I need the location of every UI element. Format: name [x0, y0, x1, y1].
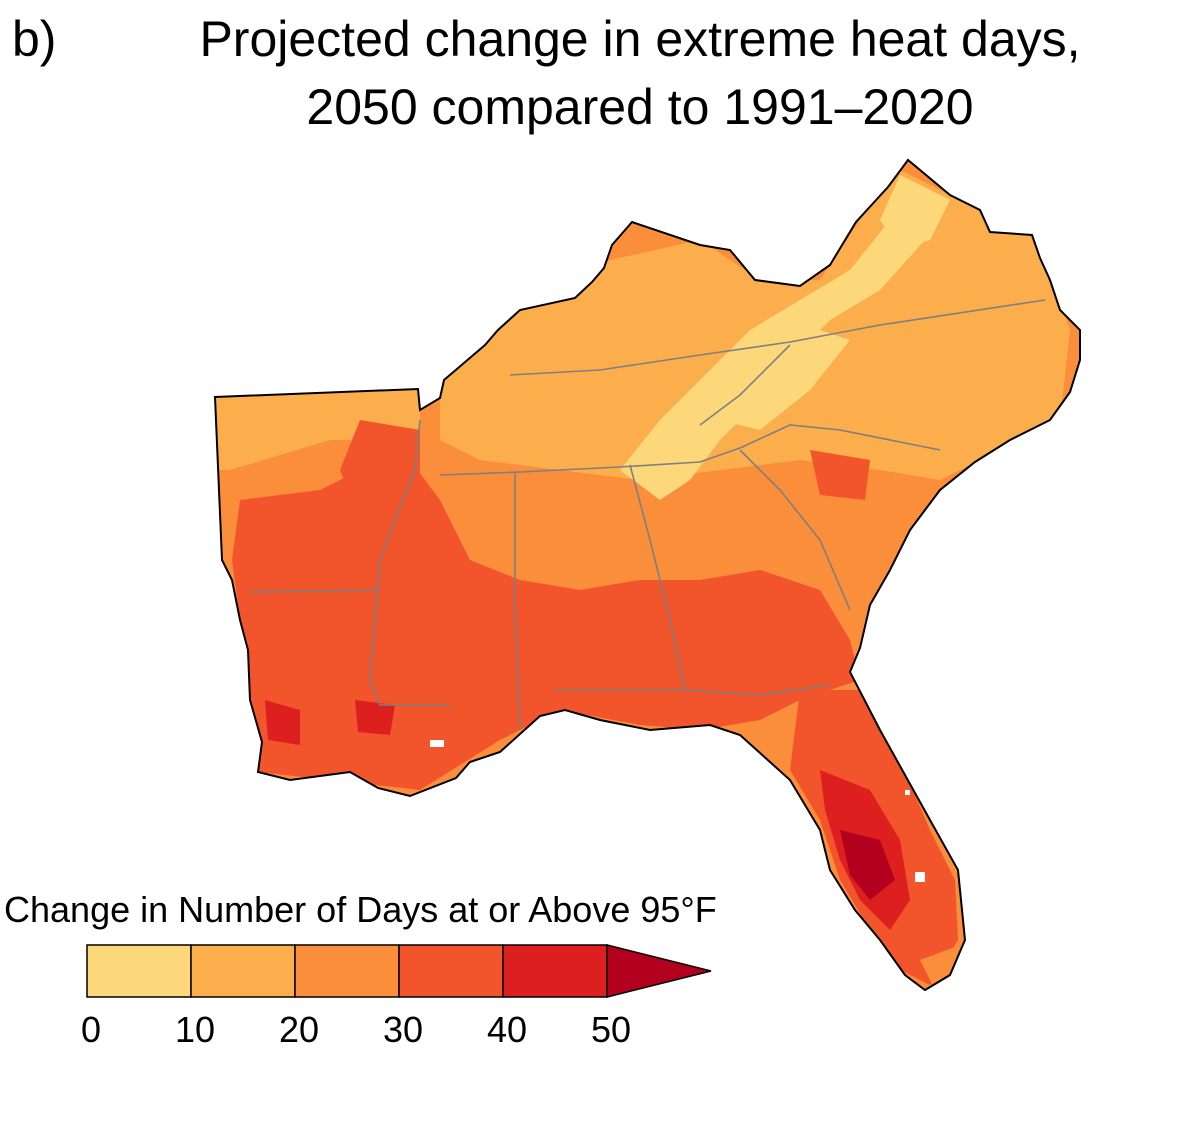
legend-tick-label: 40 — [486, 1009, 528, 1050]
legend-tick-label: 20 — [278, 1009, 320, 1050]
legend-bin-4 — [502, 944, 608, 998]
heat-color-field — [215, 160, 1080, 990]
map-title-line1: Projected change in extreme heat days, — [199, 11, 1081, 67]
legend-title: Change in Number of Days at or Above 95°… — [4, 889, 717, 930]
state-borders — [249, 299, 1046, 731]
legend-bin-0 — [86, 944, 192, 998]
legend-bin-3 — [398, 944, 504, 998]
legend-tick-label: 0 — [80, 1009, 102, 1050]
legend-bin-2 — [294, 944, 400, 998]
legend-colorbar — [86, 944, 712, 998]
legend-bin-1 — [190, 944, 296, 998]
legend-tick-label: 30 — [382, 1009, 424, 1050]
map-title-line2: 2050 compared to 1991–2020 — [306, 79, 974, 135]
panel-label: b) — [12, 11, 57, 67]
legend-tick-label: 50 — [590, 1009, 632, 1050]
legend-tick-label: 10 — [174, 1009, 216, 1050]
legend-bin-5 — [606, 944, 712, 998]
